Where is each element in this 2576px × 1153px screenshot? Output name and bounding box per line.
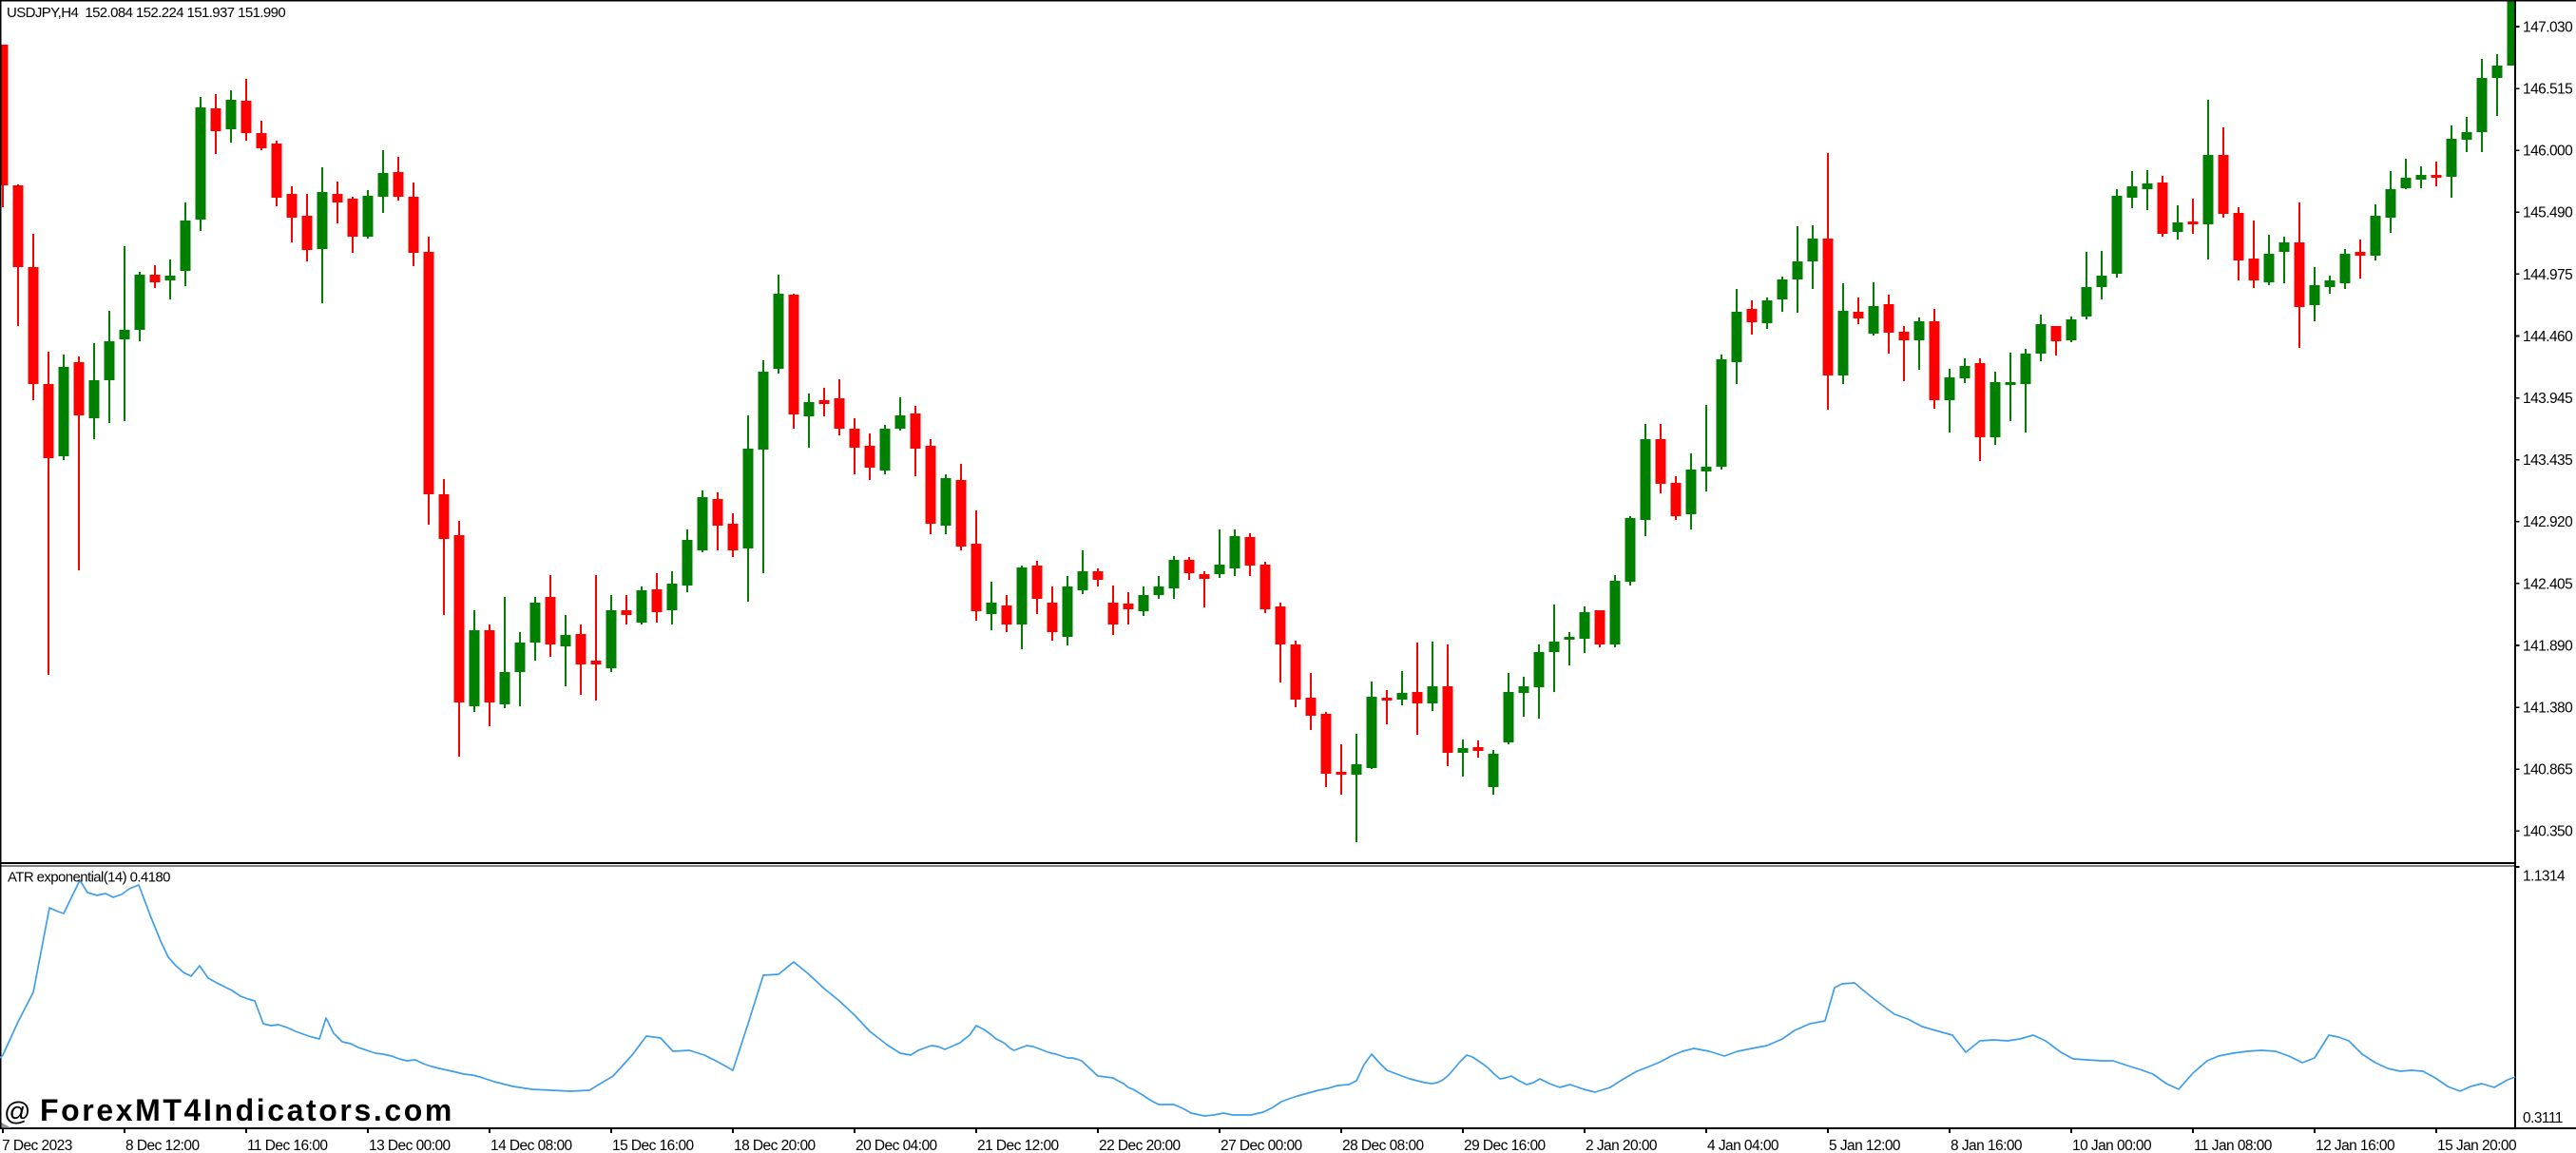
svg-text:5 Jan 12:00: 5 Jan 12:00 xyxy=(1829,1138,1901,1153)
svg-text:146.000: 146.000 xyxy=(2523,144,2573,160)
svg-text:142.405: 142.405 xyxy=(2523,576,2572,592)
svg-text:13 Dec 00:00: 13 Dec 00:00 xyxy=(369,1138,452,1153)
svg-text:140.865: 140.865 xyxy=(2523,762,2572,778)
svg-text:@: @ xyxy=(4,1097,30,1126)
svg-text:146.515: 146.515 xyxy=(2523,82,2572,98)
svg-text:10 Jan 00:00: 10 Jan 00:00 xyxy=(2072,1138,2152,1153)
svg-text:14 Dec 08:00: 14 Dec 08:00 xyxy=(490,1138,573,1153)
svg-text:ForexMT4Indicators.com: ForexMT4Indicators.com xyxy=(40,1093,454,1127)
svg-text:ATR exponential(14) 0.4180: ATR exponential(14) 0.4180 xyxy=(8,870,170,886)
svg-text:147.030: 147.030 xyxy=(2523,19,2573,35)
svg-text:144.460: 144.460 xyxy=(2523,329,2573,345)
svg-text:141.890: 141.890 xyxy=(2523,638,2573,654)
svg-text:143.435: 143.435 xyxy=(2523,452,2572,469)
svg-text:145.490: 145.490 xyxy=(2523,205,2573,221)
svg-text:12 Jan 16:00: 12 Jan 16:00 xyxy=(2316,1138,2395,1153)
svg-text:20 Dec 04:00: 20 Dec 04:00 xyxy=(855,1138,938,1153)
svg-text:USDJPY,H4 152.084 152.224 151: USDJPY,H4 152.084 152.224 151.937 151.99… xyxy=(7,5,285,21)
svg-text:11 Dec 16:00: 11 Dec 16:00 xyxy=(247,1138,328,1153)
svg-text:15 Dec 16:00: 15 Dec 16:00 xyxy=(612,1138,695,1153)
svg-text:4 Jan 04:00: 4 Jan 04:00 xyxy=(1707,1138,1779,1153)
svg-text:29 Dec 16:00: 29 Dec 16:00 xyxy=(1464,1138,1547,1153)
svg-text:15 Jan 20:00: 15 Jan 20:00 xyxy=(2437,1138,2517,1153)
svg-text:0.3111: 0.3111 xyxy=(2523,1110,2563,1126)
svg-text:143.945: 143.945 xyxy=(2523,391,2572,407)
svg-text:18 Dec 20:00: 18 Dec 20:00 xyxy=(734,1138,817,1153)
svg-text:8 Jan 16:00: 8 Jan 16:00 xyxy=(1951,1138,2023,1153)
svg-text:144.975: 144.975 xyxy=(2523,267,2572,283)
svg-text:1.1314: 1.1314 xyxy=(2523,869,2566,885)
svg-text:21 Dec 12:00: 21 Dec 12:00 xyxy=(977,1138,1060,1153)
svg-text:11 Jan 08:00: 11 Jan 08:00 xyxy=(2194,1138,2273,1153)
svg-text:22 Dec 20:00: 22 Dec 20:00 xyxy=(1099,1138,1182,1153)
svg-text:7 Dec 2023: 7 Dec 2023 xyxy=(2,1138,72,1153)
svg-text:2 Jan 20:00: 2 Jan 20:00 xyxy=(1586,1138,1658,1153)
svg-text:141.380: 141.380 xyxy=(2523,701,2573,717)
svg-text:140.350: 140.350 xyxy=(2523,824,2573,840)
svg-text:142.920: 142.920 xyxy=(2523,514,2573,530)
svg-text:28 Dec 08:00: 28 Dec 08:00 xyxy=(1342,1138,1425,1153)
svg-text:8 Dec 12:00: 8 Dec 12:00 xyxy=(125,1138,200,1153)
svg-text:27 Dec 00:00: 27 Dec 00:00 xyxy=(1221,1138,1303,1153)
